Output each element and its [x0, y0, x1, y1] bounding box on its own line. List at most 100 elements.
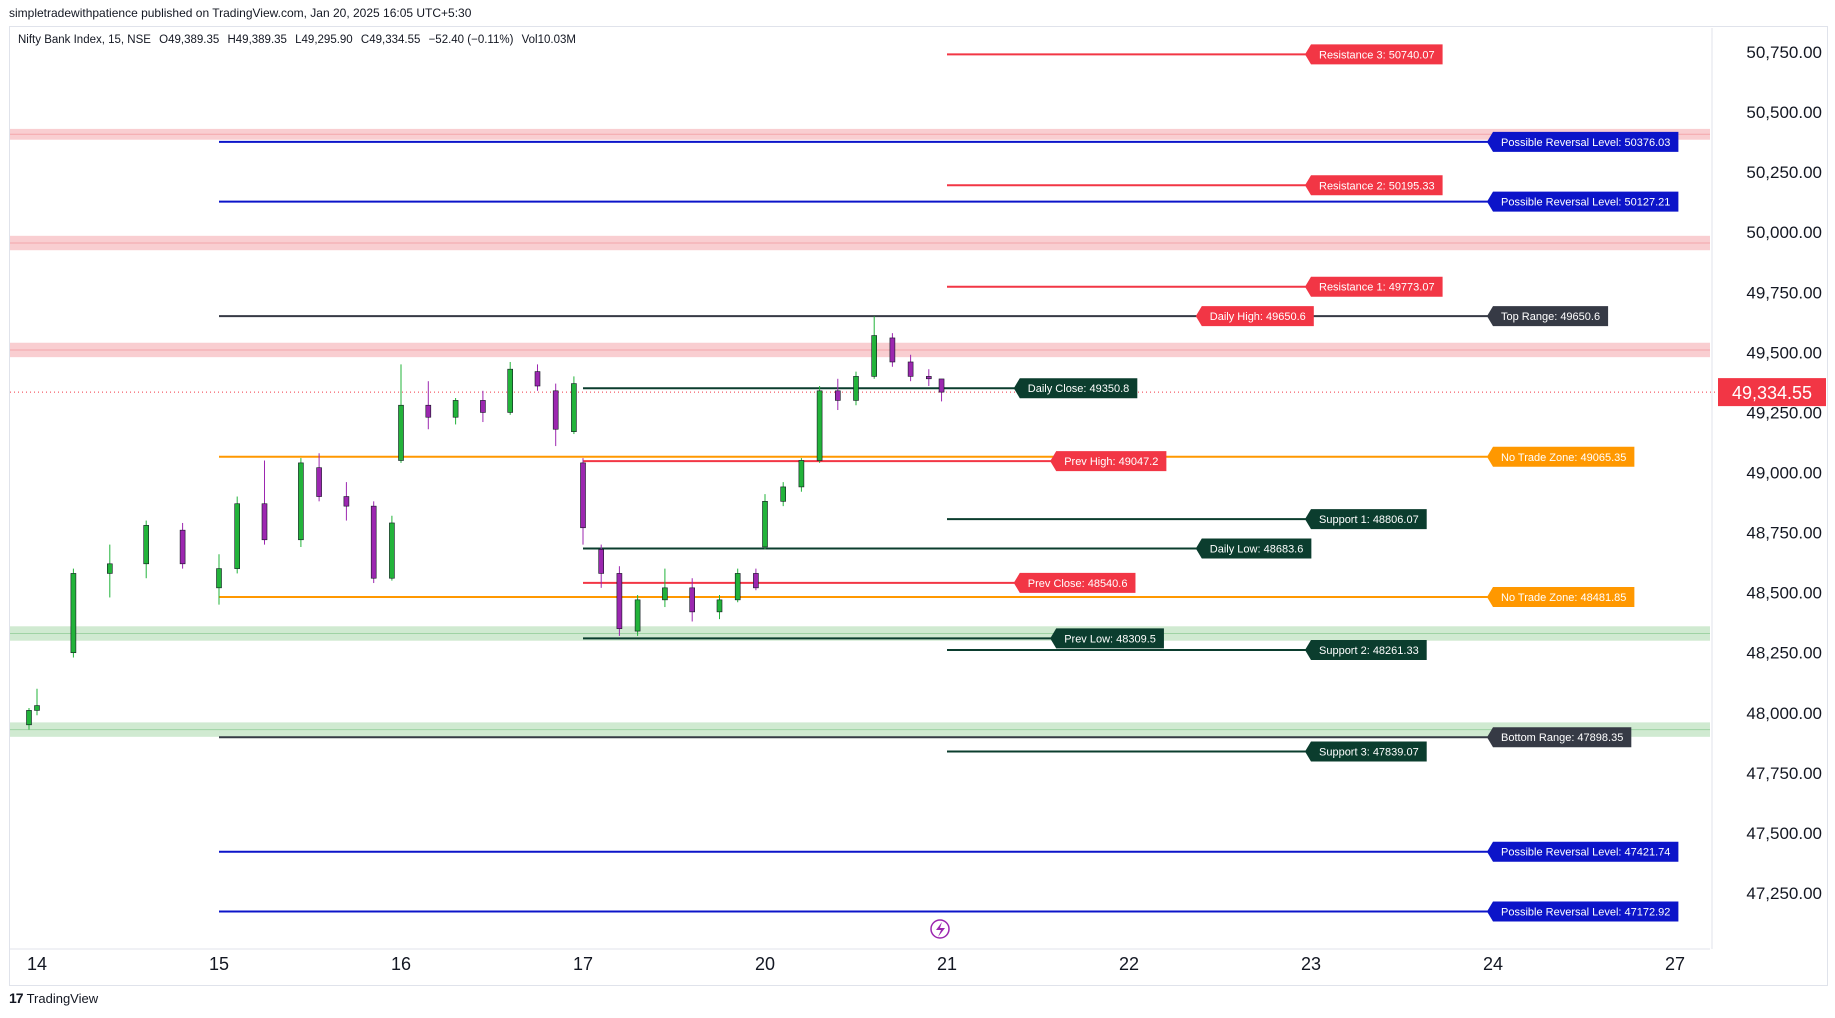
level-badge[interactable] [1195, 306, 1314, 327]
volume-value: Vol10.03M [521, 34, 576, 46]
candle[interactable] [753, 573, 759, 589]
y-tick-label: 47,750.00 [1746, 764, 1822, 783]
y-tick-label: 48,750.00 [1746, 524, 1822, 543]
candle[interactable] [316, 467, 322, 497]
y-tick-label: 49,750.00 [1746, 283, 1822, 302]
level-badge[interactable] [1305, 175, 1443, 196]
level-badge[interactable] [1305, 741, 1427, 762]
candle[interactable] [26, 710, 32, 726]
y-tick-label: 50,750.00 [1746, 43, 1822, 62]
x-tick-label: 27 [1665, 954, 1685, 974]
candle[interactable] [370, 505, 377, 579]
level-label: Top Range: 49650.6 [1501, 311, 1600, 323]
candle[interactable] [853, 376, 859, 401]
symbol-legend: Nifty Bank Index, 15, NSE O49,389.35 H49… [18, 34, 581, 46]
candle[interactable] [734, 573, 741, 601]
level-badge[interactable] [1013, 572, 1136, 593]
candle[interactable] [580, 462, 586, 529]
symbol-name[interactable]: Nifty Bank Index, 15, NSE [18, 34, 151, 46]
x-tick-label: 23 [1301, 954, 1321, 974]
candle[interactable] [480, 400, 486, 413]
candle[interactable] [534, 371, 541, 387]
level-badge[interactable] [1487, 727, 1632, 748]
last-price-badge[interactable] [1718, 378, 1826, 407]
y-tick-label: 48,500.00 [1746, 584, 1822, 603]
y-tick-label: 50,000.00 [1746, 223, 1822, 242]
level-badge[interactable] [1487, 306, 1609, 327]
level-label: Possible Reversal Level: 50376.03 [1501, 137, 1670, 149]
lightning-icon [936, 922, 945, 937]
candle[interactable] [762, 501, 768, 548]
candle[interactable] [34, 705, 40, 711]
candle[interactable] [716, 599, 723, 613]
candle[interactable] [816, 390, 823, 461]
ohlc-change: −52.40 (−0.11%) [428, 34, 514, 46]
level-badge[interactable] [1305, 639, 1427, 660]
candle[interactable] [507, 368, 514, 413]
candle[interactable] [389, 522, 395, 579]
candle[interactable] [889, 337, 896, 363]
level-badge[interactable] [1487, 446, 1635, 467]
candle[interactable] [343, 496, 350, 507]
y-tick-label: 49,250.00 [1746, 403, 1822, 422]
candle[interactable] [216, 568, 222, 589]
candle[interactable] [689, 587, 696, 613]
level-badge[interactable] [1305, 44, 1443, 65]
candle[interactable] [107, 563, 113, 574]
level-label: Prev Low: 48309.5 [1064, 633, 1156, 645]
chart-frame [9, 26, 1828, 986]
last-price-label: 49,334.55 [1732, 383, 1812, 403]
candle[interactable] [571, 383, 577, 432]
y-tick-label: 47,500.00 [1746, 824, 1822, 843]
candle[interactable] [179, 529, 186, 565]
candle[interactable] [634, 599, 641, 632]
level-badge[interactable] [1487, 587, 1635, 608]
level-label: Daily Low: 48683.6 [1210, 544, 1304, 556]
candle[interactable] [938, 378, 945, 393]
candle[interactable] [907, 361, 914, 377]
candle[interactable] [662, 587, 668, 601]
level-badge[interactable] [1050, 451, 1167, 472]
level-label: Bottom Range: 47898.35 [1501, 732, 1623, 744]
level-label: Resistance 1: 49773.07 [1319, 282, 1435, 294]
candle[interactable] [234, 503, 240, 569]
level-badge[interactable] [1013, 378, 1138, 399]
level-badge[interactable] [1195, 538, 1312, 559]
y-tick-label: 47,250.00 [1746, 884, 1822, 903]
x-tick-label: 15 [209, 954, 229, 974]
candle[interactable] [398, 404, 404, 461]
level-label: Resistance 2: 50195.33 [1319, 180, 1435, 192]
candle[interactable] [598, 549, 605, 574]
candle[interactable] [298, 462, 304, 541]
y-tick-label: 49,000.00 [1746, 464, 1822, 483]
y-tick-label: 48,000.00 [1746, 704, 1822, 723]
candle[interactable] [143, 525, 149, 565]
tradingview-brand: TradingView [26, 990, 99, 1006]
tradingview-logo[interactable]: 17 TradingView [9, 990, 98, 1006]
level-badge[interactable] [1487, 191, 1679, 212]
level-label: Daily Close: 49350.8 [1028, 383, 1130, 395]
level-badge[interactable] [1050, 628, 1164, 649]
level-label: Support 2: 48261.33 [1319, 645, 1419, 657]
x-tick-label: 17 [573, 954, 593, 974]
level-badge[interactable] [1487, 841, 1679, 862]
level-label: Possible Reversal Level: 50127.21 [1501, 197, 1670, 209]
candle[interactable] [261, 503, 268, 541]
candle[interactable] [452, 400, 459, 418]
level-badge[interactable] [1487, 901, 1679, 922]
level-badge[interactable] [1305, 509, 1427, 530]
level-label: No Trade Zone: 49065.35 [1501, 452, 1626, 464]
y-tick-label: 50,500.00 [1746, 103, 1822, 122]
candle[interactable] [70, 573, 77, 654]
candle[interactable] [798, 460, 805, 488]
level-badge[interactable] [1305, 276, 1443, 297]
candle[interactable] [871, 335, 878, 377]
candle[interactable] [425, 404, 432, 418]
candle[interactable] [552, 390, 559, 430]
level-badge[interactable] [1487, 131, 1679, 152]
candle[interactable] [925, 376, 932, 380]
candle[interactable] [780, 486, 787, 502]
candle[interactable] [834, 390, 841, 401]
candle[interactable] [616, 573, 623, 629]
